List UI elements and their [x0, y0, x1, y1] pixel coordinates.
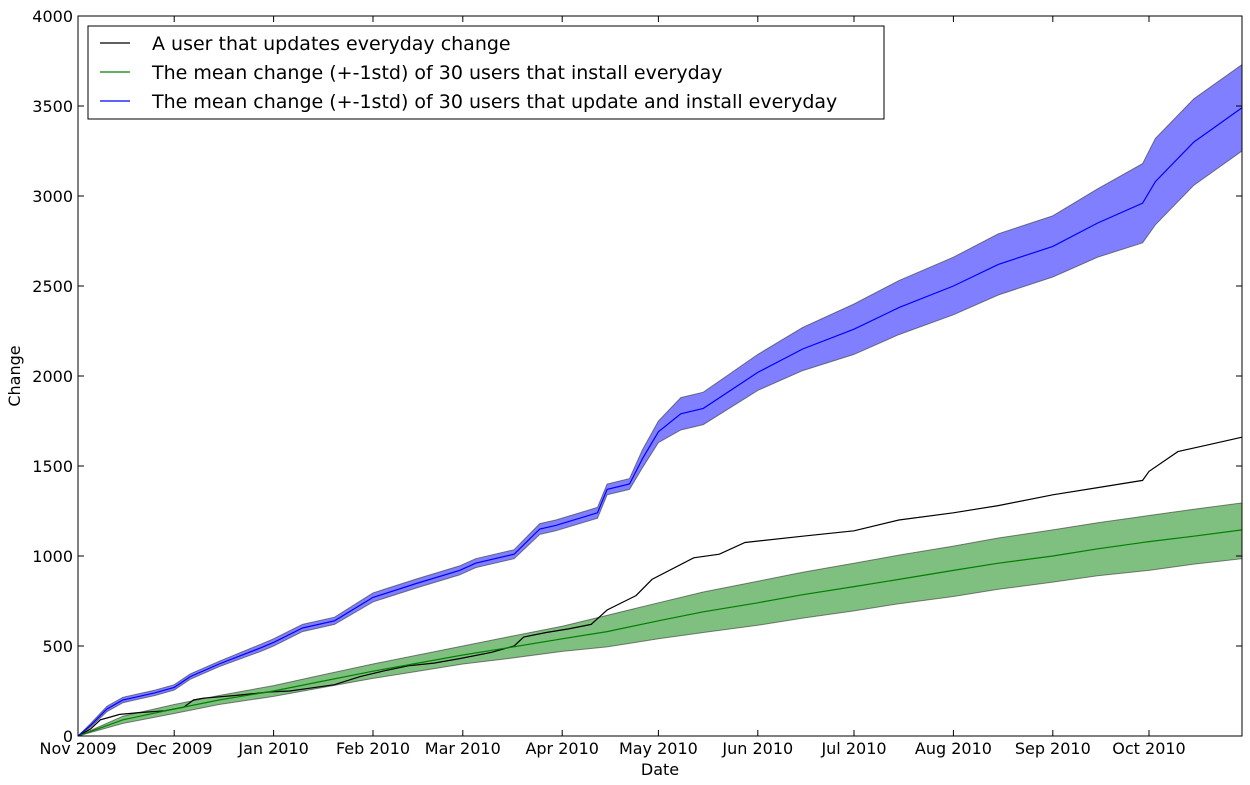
x-tick-label: Oct 2010 [1112, 739, 1185, 758]
y-tick-label: 3500 [32, 97, 73, 116]
x-tick-label: Nov 2009 [39, 739, 116, 758]
series-0-line [77, 436, 1243, 737]
series-1-line [77, 529, 1243, 737]
legend-box [87, 25, 885, 120]
x-tick-label: Apr 2010 [525, 739, 598, 758]
legend: A user that updates everyday change The m… [87, 25, 885, 120]
x-tick-label: Jun 2010 [721, 739, 793, 758]
x-tick-label: Dec 2009 [136, 739, 213, 758]
y-tick-label: 3000 [32, 187, 73, 206]
y-tick-label: 1500 [32, 457, 73, 476]
x-tick-label: Feb 2010 [336, 739, 410, 758]
y-tick-label: 0 [63, 727, 73, 746]
y-tick-label: 1000 [32, 547, 73, 566]
legend-entry-1: A user that updates everyday change [152, 33, 511, 55]
series-lines [77, 107, 1243, 737]
y-tick-label: 2000 [32, 367, 73, 386]
y-tick-label: 500 [42, 637, 73, 656]
legend-entry-3: The mean change (+-1std) of 30 users tha… [151, 91, 837, 113]
x-tick-label: Jul 2010 [820, 739, 886, 758]
y-tick-label: 2500 [32, 277, 73, 296]
y-tick-label: 4000 [32, 7, 73, 26]
x-tick-label: May 2010 [619, 739, 698, 758]
y-axis: 0 500 1000 1500 2000 2500 3000 3500 4000 [32, 7, 1242, 746]
x-axis: Nov 2009 Dec 2009 Jan 2010 Feb 2010 Mar 2010… [39, 16, 1186, 758]
y-axis-label: Change [5, 345, 24, 406]
x-tick-label: Mar 2010 [425, 739, 501, 758]
x-tick-label: Jan 2010 [237, 739, 308, 758]
series-2-line [77, 107, 1243, 737]
x-tick-label: Sep 2010 [1015, 739, 1091, 758]
x-tick-label: Aug 2010 [915, 739, 992, 758]
legend-entry-2: The mean change (+-1std) of 30 users tha… [151, 62, 723, 84]
x-axis-label: Date [641, 760, 679, 779]
